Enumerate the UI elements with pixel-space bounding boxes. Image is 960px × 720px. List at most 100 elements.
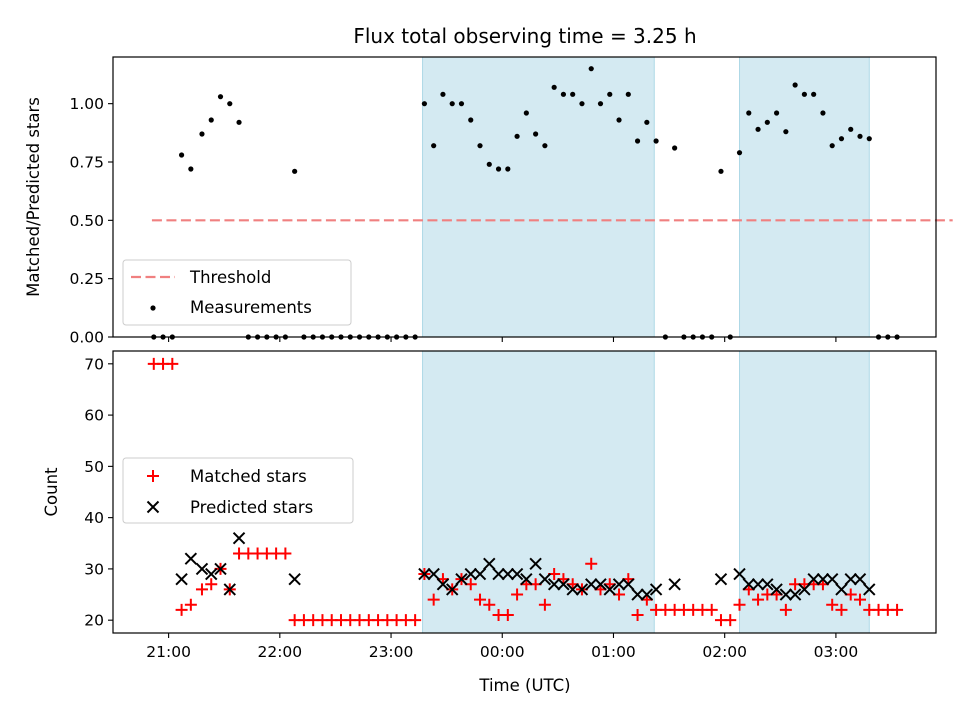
matched-star-marker [427, 593, 440, 606]
predicted-star-marker [649, 583, 663, 596]
predicted-star-marker [622, 578, 635, 591]
y-tick-label: 40 [84, 509, 104, 527]
predicted-star-marker [751, 578, 765, 591]
measurement-point [746, 110, 752, 116]
x-tick-label: 22:00 [257, 643, 302, 661]
matched-star-marker [205, 578, 218, 591]
matched-star-marker [501, 609, 514, 622]
predicted-star-marker [631, 588, 644, 601]
matched-star-marker [779, 603, 792, 616]
measurement-point [227, 101, 233, 107]
legend-box [122, 259, 352, 326]
matched-star-marker [733, 598, 746, 611]
legend: Matched stars Predicted stars [122, 457, 354, 524]
measurement-point [486, 161, 492, 167]
predicted-star-marker [798, 583, 811, 596]
predicted-star-marker [223, 583, 236, 596]
measurement-point [811, 91, 817, 97]
measurement-point [607, 91, 613, 97]
measurement-point [866, 136, 872, 142]
top-panel: 0.00 0.25 0.50 0.75 1.00 Threshold Measurement… [69, 56, 953, 347]
x-tick-label: 03:00 [814, 643, 859, 661]
measurement-point [783, 129, 789, 135]
predicted-star-marker [288, 572, 301, 586]
measurement-point [848, 126, 854, 132]
predicted-star-marker [510, 567, 524, 581]
shaded-region [422, 350, 655, 634]
matched-star-marker [854, 593, 867, 606]
predicted-star-marker [612, 578, 626, 591]
predicted-star-marker [575, 583, 589, 596]
matched-star-marker [631, 609, 644, 622]
predicted-star-marker [205, 567, 218, 581]
predicted-star-marker [853, 572, 867, 586]
matched-star-marker [166, 357, 179, 370]
measurement-point [597, 101, 604, 107]
matched-star-marker [483, 598, 496, 611]
predicted-star-marker [742, 578, 755, 591]
axes-frame [112, 350, 937, 634]
legend-matched-swatch [147, 470, 159, 482]
predicted-star-marker [473, 567, 487, 581]
measurement-point [570, 91, 576, 97]
predicted-star-marker [603, 583, 616, 596]
matched-star-marker [835, 603, 848, 616]
predicted-star-marker [538, 572, 552, 586]
measurement-point [440, 91, 446, 97]
predicted-star-marker [455, 572, 468, 586]
predicted-star-marker [547, 578, 561, 591]
measurement-point [514, 133, 520, 139]
predicted-star-marker [807, 572, 820, 586]
predicted-star-marker [714, 572, 728, 586]
y-tick-label: 30 [84, 560, 104, 578]
shaded-region [739, 56, 870, 338]
measurement-point [449, 101, 455, 107]
measurement-point [718, 168, 724, 174]
measurement-point [495, 166, 502, 172]
legend-matched-label: Matched stars [190, 467, 307, 486]
bottom-y-axis-label: Count [42, 467, 61, 517]
measurement-point [542, 143, 548, 149]
predicted-star-marker [733, 567, 746, 581]
legend-measurement-swatch [150, 305, 156, 311]
legend-predicted-swatch [146, 500, 160, 514]
x-tick-label: 21:00 [146, 643, 191, 661]
measurement-point [458, 101, 465, 107]
predicted-star-marker [835, 583, 848, 596]
axes-frame [112, 56, 937, 338]
measurement-point [588, 66, 594, 72]
x-tick-label: 02:00 [702, 643, 747, 661]
y-tick-label: 0.50 [69, 212, 104, 230]
measurement-point [477, 143, 483, 149]
matched-star-marker [826, 598, 839, 611]
legend-predicted-label: Predicted stars [190, 498, 313, 517]
y-tick-label: 70 [84, 355, 104, 373]
measurement-point [820, 110, 826, 116]
predicted-star-marker [566, 583, 579, 596]
measurement-point [857, 133, 863, 139]
bottom-panel: 20 30 40 50 60 70 21:00 22:00 23:00 00:00 01:00 02:… [84, 350, 937, 661]
matched-star-marker [279, 547, 292, 560]
predicted-star-marker [446, 583, 459, 596]
x-tick-label: 23:00 [369, 643, 414, 661]
predicted-star-marker [640, 588, 654, 601]
measurement-point [292, 168, 298, 174]
predicted-star-marker [175, 572, 188, 586]
predicted-star-marker [184, 552, 198, 565]
predicted-star-marker [232, 531, 246, 545]
predicted-star-marker [668, 578, 681, 591]
predicted-star-marker [863, 583, 876, 596]
shaded-region [422, 56, 655, 338]
measurement-point [764, 119, 770, 125]
measurement-point [644, 119, 650, 125]
measurement-point [616, 117, 622, 123]
y-tick-label: 1.00 [69, 95, 104, 113]
predicted-star-marker [492, 567, 505, 581]
predicted-star-marker [770, 583, 783, 596]
matched-star-marker [585, 557, 598, 570]
legend-measurement-label: Measurements [190, 298, 312, 317]
measurement-point [188, 166, 194, 172]
measurement-point [468, 117, 474, 123]
measurement-point [755, 126, 761, 132]
matched-star-marker [511, 588, 524, 601]
